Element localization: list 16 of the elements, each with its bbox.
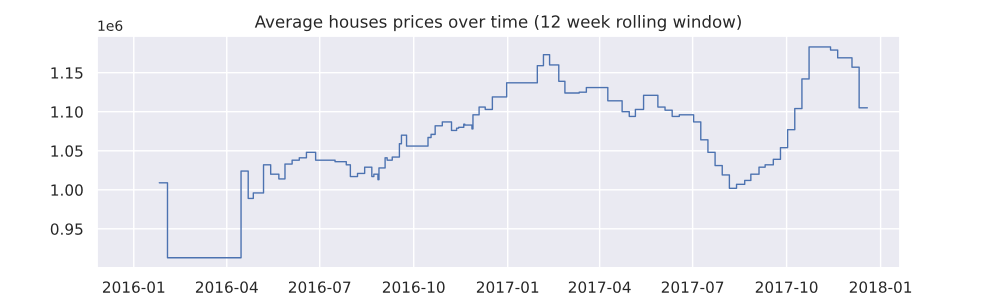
x-tick-label: 2017-10 [756, 281, 818, 293]
chart-title: Average houses prices over time (12 week rolling window) [254, 15, 741, 32]
x-tick-label: 2017-07 [662, 281, 724, 293]
y-tick-label: 1.15 [51, 67, 82, 79]
y-tick-label: 1.00 [51, 184, 83, 196]
x-tick-label: 2018-01 [850, 281, 912, 293]
x-tick-label: 2016-10 [382, 281, 445, 293]
y-tick-label: 0.95 [50, 223, 82, 235]
x-tick-label: 2017-01 [476, 281, 538, 293]
text: 1e6 [98, 20, 122, 31]
y-tick-label: 1.10 [51, 106, 83, 118]
x-tick-label: 2016-04 [196, 281, 258, 293]
x-tick-label: 2017-04 [568, 281, 631, 293]
y-tick-label: 1.05 [51, 145, 82, 157]
x-tick-label: 2016-07 [288, 281, 350, 293]
x-tick-label: 2016-01 [102, 281, 164, 293]
